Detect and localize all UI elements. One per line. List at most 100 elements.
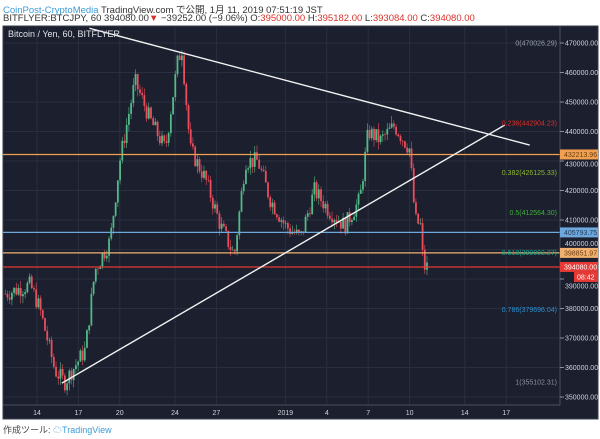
- candle-body: [163, 135, 166, 142]
- candle-body: [101, 253, 104, 267]
- y-tick-label: 470000.00: [565, 41, 598, 48]
- y-tick-label: 370000.00: [565, 336, 598, 343]
- candle-body: [141, 92, 144, 96]
- tradingview-logo-icon: ☁: [53, 425, 63, 435]
- candle-body: [370, 128, 373, 139]
- candle-body: [10, 292, 13, 300]
- down-arrow-icon: ▼: [148, 13, 159, 24]
- candle-body: [386, 128, 389, 135]
- y-tick-label: 440000.00: [565, 129, 598, 136]
- candle-body: [218, 213, 221, 229]
- candle-body: [264, 170, 267, 183]
- candle-body: [86, 330, 88, 348]
- candle-body: [103, 253, 106, 259]
- candle-body: [275, 214, 278, 218]
- candle-body: [178, 55, 181, 61]
- candle-body: [335, 220, 338, 223]
- candle-body: [128, 113, 130, 125]
- candle-body: [68, 370, 71, 384]
- y-tick-label: 400000.00: [565, 241, 598, 248]
- candle-body: [52, 357, 55, 367]
- candle-body: [108, 238, 110, 256]
- chart-title: Bitcoin / Yen, 60, BITFLYER: [8, 29, 120, 39]
- y-tick-label: 460000.00: [565, 70, 598, 77]
- candle-body: [194, 146, 197, 167]
- candle-body: [373, 128, 375, 141]
- candle-body: [333, 220, 336, 223]
- close-value: 394080.00: [429, 13, 475, 24]
- candle-body: [284, 223, 287, 224]
- publish-line: CoinPost-CryptoMedia TradingView.com で公開…: [3, 2, 323, 16]
- y-tick-label: 420000.00: [565, 188, 598, 195]
- footer-label: 作成ツール:: [3, 425, 51, 435]
- candle-body: [258, 159, 261, 169]
- y-tick-label: 350000.00: [565, 395, 598, 402]
- candle-body: [313, 182, 316, 195]
- x-tick-label: 17: [502, 410, 510, 417]
- low-value: 393084.00: [372, 13, 418, 24]
- countdown-label: 08:42: [577, 274, 595, 281]
- candle-body: [220, 223, 223, 229]
- candle-body: [37, 298, 40, 308]
- candle-body: [339, 221, 342, 229]
- candle-body: [322, 201, 325, 209]
- candle-body: [233, 249, 236, 252]
- candle-body: [152, 118, 155, 126]
- candle-body: [189, 129, 192, 144]
- fib-level-label: 0.786(379696.04): [502, 307, 557, 314]
- candle-body: [132, 84, 135, 104]
- candle-body: [72, 369, 75, 381]
- candle-body: [99, 266, 102, 270]
- candle-body: [185, 83, 188, 106]
- candle-body: [289, 228, 291, 234]
- candle-body: [344, 217, 347, 234]
- chart-background: [2, 25, 599, 420]
- candle-body: [364, 151, 367, 182]
- candle-body: [172, 97, 174, 115]
- candle-body: [216, 204, 219, 214]
- candle-body: [8, 297, 11, 300]
- candle-body: [408, 148, 411, 153]
- candle-body: [214, 204, 216, 209]
- change: −39252.00 (−9.06%): [161, 13, 248, 24]
- candle-body: [269, 197, 272, 208]
- candle-body: [83, 347, 86, 361]
- candle-body: [346, 212, 349, 234]
- candle-body: [70, 370, 73, 381]
- high-label: H:: [307, 13, 318, 24]
- candle-body: [94, 268, 97, 282]
- candle-body: [6, 293, 9, 298]
- candle-body: [298, 229, 300, 233]
- price-badge: [560, 227, 598, 238]
- candle-body: [139, 89, 141, 93]
- candle-body: [183, 55, 186, 84]
- candle-body: [187, 105, 190, 130]
- candle-body: [81, 350, 84, 361]
- fib-level-label: 0.236(442904.23): [502, 120, 557, 127]
- candle-body: [366, 129, 369, 152]
- trendline-upper: [89, 27, 530, 146]
- y-tick-label: 430000.00: [565, 162, 598, 169]
- fib-level-label: 0.618(399003.27): [502, 250, 557, 257]
- candle-body: [105, 255, 108, 259]
- candle-body: [247, 168, 250, 170]
- candle-body: [368, 129, 371, 139]
- candle-body: [92, 281, 95, 294]
- candle-body: [161, 135, 163, 144]
- candle-body: [77, 361, 80, 366]
- tradingview-link[interactable]: TradingView: [62, 425, 112, 435]
- candle-body: [415, 202, 417, 214]
- y-tick-label: 450000.00: [565, 100, 598, 107]
- candle-body: [404, 141, 406, 148]
- symbol: BITFLYER:BTCJPY, 60: [3, 13, 102, 24]
- candle-body: [317, 189, 320, 199]
- candle-body: [249, 157, 252, 169]
- author-link[interactable]: CoinPost-CryptoMedia: [3, 5, 99, 16]
- candle-body: [66, 383, 68, 391]
- candle-body: [44, 318, 46, 331]
- candle-body: [46, 330, 49, 341]
- candle-body: [97, 268, 99, 270]
- candle-body: [61, 368, 64, 376]
- candle-body: [203, 170, 205, 178]
